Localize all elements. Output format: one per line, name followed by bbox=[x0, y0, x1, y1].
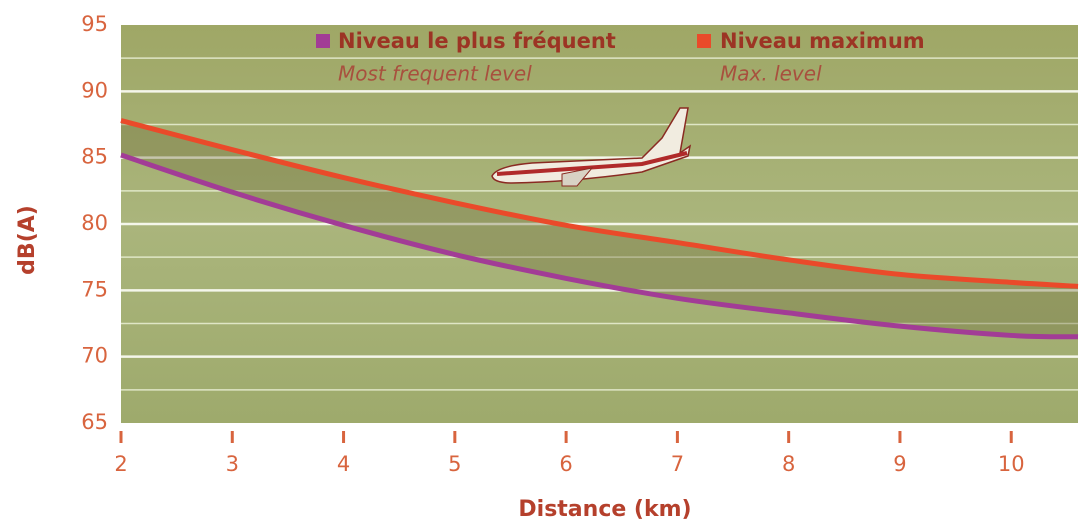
y-tick-label: 95 bbox=[81, 12, 108, 36]
y-tick-label: 90 bbox=[81, 78, 108, 102]
grid bbox=[121, 57, 1078, 391]
marks bbox=[120, 118, 1079, 340]
shaded-band bbox=[121, 120, 1078, 337]
x-tick-label: 7 bbox=[671, 452, 684, 476]
airplane bbox=[491, 107, 692, 187]
x-tick-label: 3 bbox=[226, 452, 239, 476]
x-tick-label: 9 bbox=[893, 452, 906, 476]
legend-label: Niveau le plus fréquent bbox=[338, 29, 616, 53]
y-axis-label: dB(A) bbox=[15, 205, 40, 275]
series-line bbox=[120, 118, 1079, 289]
x-tick-label: 8 bbox=[782, 452, 795, 476]
y-tick-label: 65 bbox=[81, 410, 108, 434]
legend-label: Niveau maximum bbox=[720, 29, 925, 53]
legend-swatch bbox=[316, 34, 330, 48]
legend-swatch bbox=[697, 34, 711, 48]
x-tick-label: 10 bbox=[998, 452, 1025, 476]
series-line bbox=[120, 152, 1079, 340]
legend-label-en: Most frequent level bbox=[338, 62, 532, 86]
y-tick-label: 85 bbox=[81, 145, 108, 169]
y-tick-label: 80 bbox=[81, 211, 108, 235]
y-tick-label: 70 bbox=[81, 344, 108, 368]
legend-label-en: Max. level bbox=[720, 62, 822, 86]
x-tick-label: 4 bbox=[337, 452, 350, 476]
x-tick-label: 2 bbox=[114, 452, 127, 476]
x-tick-label: 5 bbox=[448, 452, 461, 476]
x-tick-label: 6 bbox=[559, 452, 572, 476]
x-axis-label: Distance (km) bbox=[518, 497, 691, 522]
y-tick-label: 75 bbox=[81, 277, 108, 301]
